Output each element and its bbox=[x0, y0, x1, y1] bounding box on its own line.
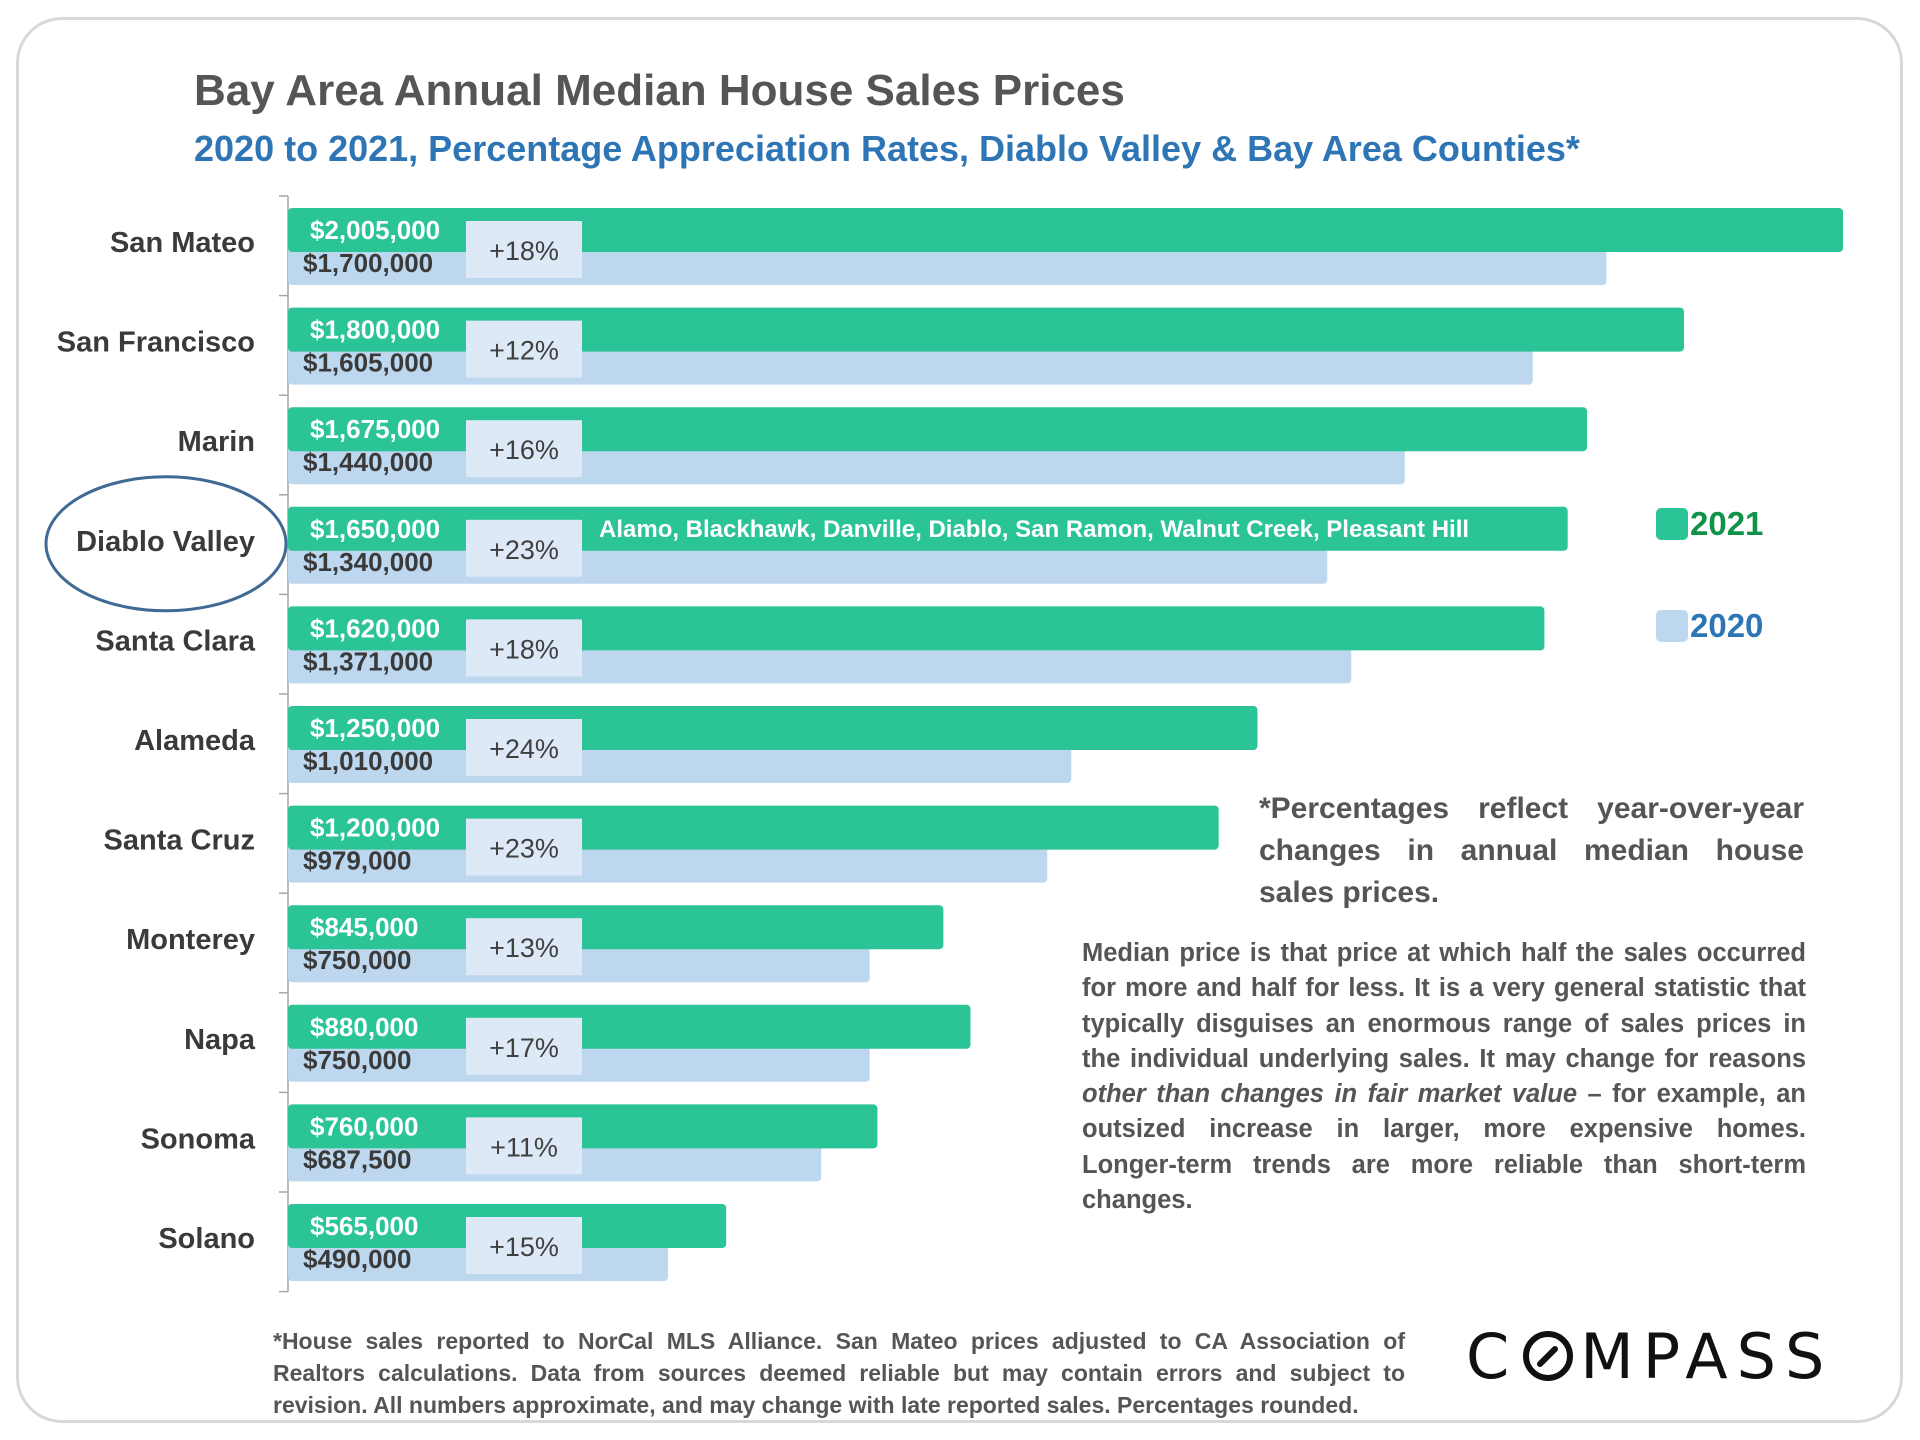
data-label-2020: $1,371,000 bbox=[303, 646, 433, 676]
legend-label-2021: 2021 bbox=[1690, 505, 1764, 542]
pct-change-label: +24% bbox=[489, 734, 559, 764]
data-label-2020: $687,500 bbox=[303, 1144, 411, 1174]
bar-2021 bbox=[288, 506, 1568, 551]
data-label-2020: $979,000 bbox=[303, 846, 411, 876]
pct-change-label: +18% bbox=[489, 634, 559, 664]
pct-change-label: +12% bbox=[489, 336, 559, 366]
median-price-note: Median price is that price at which half… bbox=[1082, 936, 1806, 1218]
pct-change-box bbox=[466, 420, 582, 478]
data-label-2021: $565,000 bbox=[310, 1211, 418, 1241]
pct-change-label: +23% bbox=[489, 834, 559, 864]
chart-title: Bay Area Annual Median House Sales Price… bbox=[194, 66, 1125, 115]
y-axis bbox=[279, 195, 289, 1293]
legend-label-2020: 2020 bbox=[1690, 607, 1764, 644]
pct-change-box bbox=[466, 619, 582, 677]
data-label-2021: $1,250,000 bbox=[310, 713, 440, 743]
chart-subtitle: 2020 to 2021, Percentage Appreciation Ra… bbox=[194, 128, 1580, 169]
labels: San Mateo $2,005,000$1,700,000 +18% San Fra… bbox=[44, 215, 1469, 1274]
legend-item-2020: 2020 bbox=[1656, 607, 1856, 645]
data-label-2021: $1,620,000 bbox=[310, 613, 440, 643]
bar-2021 bbox=[288, 1004, 971, 1049]
logo-text-end: MPASS bbox=[1580, 1320, 1834, 1393]
data-label-2020: $490,000 bbox=[303, 1244, 411, 1274]
pct-change-box bbox=[466, 719, 582, 776]
pct-change-box bbox=[466, 221, 582, 278]
category-label: San Francisco bbox=[57, 327, 255, 359]
pct-change-box bbox=[466, 519, 582, 577]
pct-change-box bbox=[466, 1217, 582, 1274]
category-label: Monterey bbox=[126, 924, 255, 956]
category-label: Sonoma bbox=[141, 1123, 256, 1155]
pct-change-box bbox=[466, 918, 582, 976]
data-label-2020: $1,700,000 bbox=[303, 248, 433, 278]
pct-change-label: +15% bbox=[489, 1232, 559, 1262]
compass-logo: C MPASS bbox=[1466, 1320, 1833, 1393]
bar-2021 bbox=[288, 407, 1588, 452]
data-label-2021: $1,800,000 bbox=[310, 315, 440, 345]
category-label: Santa Cruz bbox=[104, 825, 255, 857]
compass-logo-o-icon bbox=[1518, 1320, 1580, 1393]
footer-disclaimer: *House sales reported to NorCal MLS Alli… bbox=[273, 1328, 1405, 1418]
category-label: Napa bbox=[184, 1024, 256, 1056]
highlight-ellipse bbox=[44, 475, 288, 613]
pct-change-box bbox=[466, 320, 582, 378]
data-label-2020: $1,440,000 bbox=[303, 447, 433, 477]
legend-item-2021: 2021 bbox=[1656, 505, 1856, 543]
data-label-2021: $880,000 bbox=[310, 1012, 418, 1042]
bar-2021 bbox=[288, 307, 1685, 352]
data-label-2020: $750,000 bbox=[303, 1045, 411, 1075]
category-label: Marin bbox=[178, 426, 255, 458]
logo-text-start: C bbox=[1466, 1320, 1519, 1393]
data-label-2021: $760,000 bbox=[310, 1111, 418, 1141]
legend-swatch-2020 bbox=[1656, 610, 1688, 642]
category-label: Santa Clara bbox=[95, 625, 255, 657]
data-label-2021: $845,000 bbox=[310, 912, 418, 942]
pct-change-label: +23% bbox=[489, 535, 559, 565]
median-note-text-1: Median price is that price at which half… bbox=[1082, 939, 1806, 1073]
bar-2021 bbox=[288, 1104, 878, 1149]
bar-2021 bbox=[288, 905, 944, 950]
pct-change-label: +16% bbox=[489, 435, 559, 465]
data-label-2020: $750,000 bbox=[303, 945, 411, 975]
bar-2021 bbox=[288, 208, 1843, 252]
legend-swatch-2021 bbox=[1656, 508, 1688, 540]
data-label-2020: $1,010,000 bbox=[303, 746, 433, 776]
percentages-note: *Percentages reflect year-over-year chan… bbox=[1259, 792, 1804, 909]
diablo-valley-towns-label: Alamo, Blackhawk, Danville, Diablo, San … bbox=[599, 516, 1469, 543]
pct-change-label: +17% bbox=[489, 1033, 559, 1063]
data-label-2021: $1,675,000 bbox=[310, 414, 440, 444]
median-note-text-2: – for example, an outsized increase in l… bbox=[1082, 1080, 1807, 1215]
category-label: Solano bbox=[158, 1223, 255, 1255]
data-label-2021: $2,005,000 bbox=[310, 215, 440, 245]
pct-change-label: +13% bbox=[489, 933, 559, 963]
data-label-2020: $1,605,000 bbox=[303, 348, 433, 378]
data-label-2021: $1,200,000 bbox=[310, 813, 440, 843]
category-label: San Mateo bbox=[110, 227, 255, 259]
pct-change-label: +18% bbox=[489, 236, 559, 266]
pct-change-label: +11% bbox=[490, 1132, 558, 1162]
bar-2021 bbox=[288, 606, 1545, 651]
pct-change-box bbox=[466, 1117, 582, 1175]
pct-change-box bbox=[466, 1017, 582, 1075]
pct-change-box bbox=[466, 818, 582, 876]
category-label: Diablo Valley bbox=[76, 526, 255, 558]
bars bbox=[288, 208, 1843, 1281]
category-label: Alameda bbox=[134, 725, 256, 757]
data-label-2020: $1,340,000 bbox=[303, 547, 433, 577]
median-note-italic: other than changes in fair market value bbox=[1082, 1080, 1578, 1109]
data-label-2021: $1,650,000 bbox=[310, 514, 440, 544]
